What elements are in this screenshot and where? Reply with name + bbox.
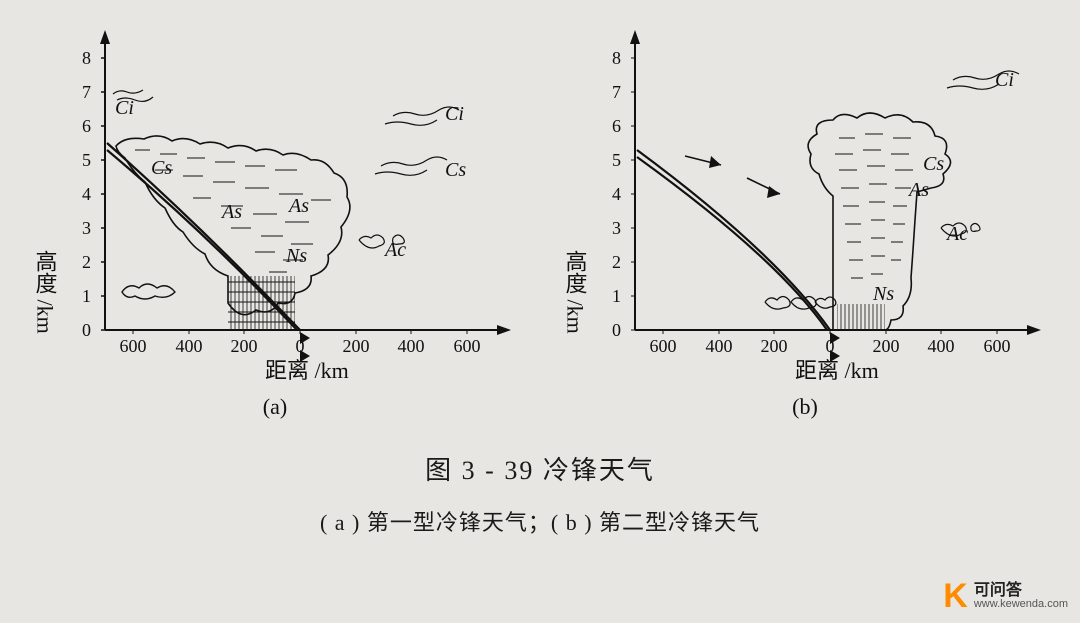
panel-a-svg: 0 1 2 3 4 5 6 7 8 高度 /km 600 400 200 [25,20,525,390]
x-axis-label: 距离 /km [265,358,349,383]
label-ci-right: Ci [445,103,464,125]
panel-a: 0 1 2 3 4 5 6 7 8 高度 /km 600 400 200 [25,20,525,420]
label-as-b: As [907,179,929,201]
label-as1: As [220,201,242,223]
ytick-6: 6 [82,116,91,136]
ytick-b6: 6 [612,116,621,136]
xtick-bl400: 400 [706,336,733,356]
ytick-b7: 7 [612,82,621,102]
ytick-b4: 4 [612,184,621,204]
ytick-2: 2 [82,252,91,272]
label-ns-b: Ns [872,283,894,305]
xtick-br600: 600 [984,336,1011,356]
xtick-br400: 400 [928,336,955,356]
caption-area: 图 3 - 39 冷锋天气 ( a ) 第一型冷锋天气；( b ) 第二型冷锋天… [0,450,1080,537]
label-cs: Cs [151,157,172,179]
ytick-7: 7 [82,82,91,102]
front-triangle-1 [300,332,310,344]
ytick-3: 3 [82,218,91,238]
low-cloud-a [122,284,175,299]
front-line-inner-b [637,157,827,330]
flow-arrows [685,156,780,198]
watermark: K 可问答 www.kewenda.com [943,579,1068,613]
label-cs-b: Cs [923,153,944,175]
label-as2: As [287,195,309,217]
ytick-5: 5 [82,150,91,170]
figure-title: 图 3 - 39 冷锋天气 [0,450,1080,487]
precip-zone-b [837,304,885,330]
xtick-r400: 400 [398,336,425,356]
panel-a-label: (a) [25,394,525,420]
ytick-b3: 3 [612,218,621,238]
panel-b: 0 1 2 3 4 5 6 7 8 高度 /km 600 400 200 0 [555,20,1055,420]
panel-b-svg: 0 1 2 3 4 5 6 7 8 高度 /km 600 400 200 0 [555,20,1055,390]
cloud-texture-b [835,134,913,278]
y-ticks-b: 0 1 2 3 4 5 6 7 8 [612,48,635,340]
xtick-l400: 400 [176,336,203,356]
xtick-r200: 200 [343,336,370,356]
label-ns: Ns [285,245,307,267]
label-ac: Ac [383,239,406,261]
ytick-b8: 8 [612,48,621,68]
ytick-b0: 0 [612,320,621,340]
ytick-b2: 2 [612,252,621,272]
label-ci-b: Ci [995,69,1014,91]
low-clouds-b [765,297,836,310]
label-ci-left: Ci [115,97,134,119]
watermark-logo: K [943,579,968,613]
ytick-0: 0 [82,320,91,340]
xtick-l600: 600 [120,336,147,356]
watermark-cn: 可问答 [974,583,1068,599]
y-axis-arrow-b [630,30,640,44]
ytick-8: 8 [82,48,91,68]
figure-container: 0 1 2 3 4 5 6 7 8 高度 /km 600 400 200 [0,0,1080,420]
front-triangle-b1 [830,332,840,344]
x-axis-arrow-b [1027,325,1041,335]
xtick-bl200: 200 [761,336,788,356]
ytick-b1: 1 [612,286,621,306]
x-axis-label-b: 距离 /km [795,358,879,383]
xtick-bl600: 600 [650,336,677,356]
label-ac-b: Ac [945,223,968,245]
ytick-4: 4 [82,184,91,204]
figure-subtitle: ( a ) 第一型冷锋天气；( b ) 第二型冷锋天气 [0,505,1080,537]
y-axis-arrow [100,30,110,44]
ytick-1: 1 [82,286,91,306]
x-axis-arrow [497,325,511,335]
y-axis-label: 高度 /km [33,250,58,334]
y-axis-label-b: 高度 /km [563,250,588,334]
watermark-url: www.kewenda.com [974,599,1068,610]
xtick-l200: 200 [231,336,258,356]
xtick-r600: 600 [454,336,481,356]
panel-b-label: (b) [555,394,1055,420]
y-ticks: 0 1 2 3 4 5 6 7 8 [82,48,105,340]
label-cs-right: Cs [445,159,466,181]
xtick-br200: 200 [873,336,900,356]
ytick-b5: 5 [612,150,621,170]
